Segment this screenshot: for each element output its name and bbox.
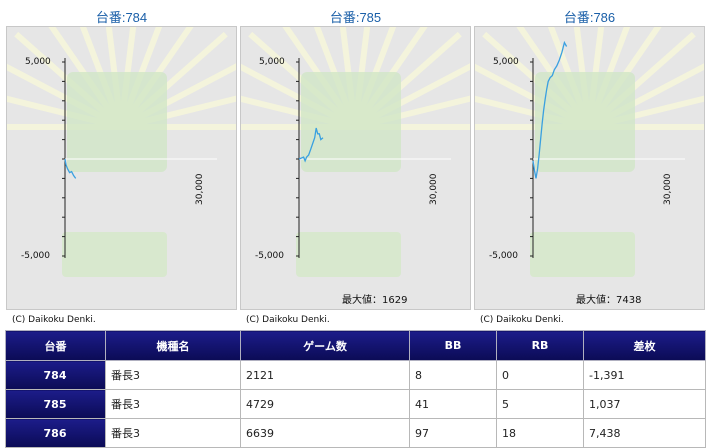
- y-tick-top: 5,000: [493, 57, 519, 67]
- row-id[interactable]: 784: [5, 360, 106, 390]
- graph-svg: [7, 27, 236, 277]
- header-id: 台番: [5, 330, 106, 361]
- row-rb: 18: [496, 418, 584, 448]
- background-tray: [296, 232, 401, 277]
- table-row: 786 番長3 6639 97 18 7,438: [5, 418, 706, 448]
- graph-panel-785: 台番:785 5,000 -5,000 30,000 最大値：1629 (C) …: [240, 0, 471, 325]
- panel-title[interactable]: 台番:785: [329, 10, 382, 25]
- row-diff: -1,391: [583, 360, 706, 390]
- row-diff: 7,438: [583, 418, 706, 448]
- series-line: [298, 127, 324, 163]
- graph-area: 5,000 -5,000 30,000 (C) Daikoku Denki.: [6, 26, 237, 325]
- background-decoration: [7, 27, 236, 277]
- copyright: (C) Daikoku Denki.: [12, 315, 96, 325]
- row-diff: 1,037: [583, 389, 706, 419]
- table-header-row: 台番 機種名 ゲーム数 BB RB 差枚: [5, 330, 706, 361]
- background-stack: [301, 72, 401, 172]
- x-tick-right: 30,000: [429, 173, 439, 206]
- x-tick-right: 30,000: [663, 173, 673, 206]
- max-label: 最大値：: [342, 295, 382, 306]
- graph-area: 5,000 -5,000 30,000 最大値：1629 (C) Daikoku…: [240, 26, 471, 325]
- machine-table: 台番 機種名 ゲーム数 BB RB 差枚 784 番長3 2121 8 0 -1…: [5, 330, 706, 448]
- y-tick-top: 5,000: [25, 57, 51, 67]
- header-bb: BB: [409, 330, 497, 361]
- row-games: 6639: [240, 418, 410, 448]
- y-tick-top: 5,000: [259, 57, 285, 67]
- max-number: 7438: [616, 295, 642, 306]
- background-tray: [62, 232, 167, 277]
- max-value: 最大値：1629: [342, 291, 407, 306]
- row-rb: 0: [496, 360, 584, 390]
- graph-panel-784: 台番:784 5,000 -5,000 30,000 (C) Daikoku D…: [6, 0, 237, 325]
- background-stack: [67, 72, 167, 172]
- background-tray: [530, 232, 635, 277]
- series-line: [532, 40, 568, 179]
- row-bb: 8: [409, 360, 497, 390]
- copyright: (C) Daikoku Denki.: [246, 315, 330, 325]
- row-games: 4729: [240, 389, 410, 419]
- graph-svg: [475, 27, 704, 277]
- header-name: 機種名: [105, 330, 241, 361]
- table-row: 785 番長3 4729 41 5 1,037: [5, 389, 706, 419]
- background-stack: [535, 72, 635, 172]
- row-name: 番長3: [105, 360, 241, 390]
- row-rb: 5: [496, 389, 584, 419]
- row-name: 番長3: [105, 389, 241, 419]
- row-id[interactable]: 786: [5, 418, 106, 448]
- y-tick-bottom: -5,000: [255, 251, 285, 261]
- graph-svg: [241, 27, 470, 277]
- graph-panel-786: 台番:786 5,000 -5,000 30,000 最大値：7438 (C) …: [474, 0, 705, 325]
- row-games: 2121: [240, 360, 410, 390]
- row-id[interactable]: 785: [5, 389, 106, 419]
- copyright: (C) Daikoku Denki.: [480, 315, 564, 325]
- x-tick-right: 30,000: [195, 173, 205, 206]
- graph-area: 5,000 -5,000 30,000 最大値：7438 (C) Daikoku…: [474, 26, 705, 325]
- row-bb: 41: [409, 389, 497, 419]
- header-rb: RB: [496, 330, 584, 361]
- series-line: [64, 158, 77, 179]
- background-decoration: [241, 27, 470, 277]
- row-name: 番長3: [105, 418, 241, 448]
- max-number: 1629: [382, 295, 408, 306]
- y-tick-bottom: -5,000: [489, 251, 519, 261]
- panel-title[interactable]: 台番:786: [563, 10, 616, 25]
- panel-title[interactable]: 台番:784: [95, 10, 148, 25]
- background-decoration: [475, 27, 704, 277]
- header-diff: 差枚: [583, 330, 706, 361]
- header-games: ゲーム数: [240, 330, 410, 361]
- max-value: 最大値：7438: [576, 291, 641, 306]
- row-bb: 97: [409, 418, 497, 448]
- max-label: 最大値：: [576, 295, 616, 306]
- table-row: 784 番長3 2121 8 0 -1,391: [5, 360, 706, 390]
- y-tick-bottom: -5,000: [21, 251, 51, 261]
